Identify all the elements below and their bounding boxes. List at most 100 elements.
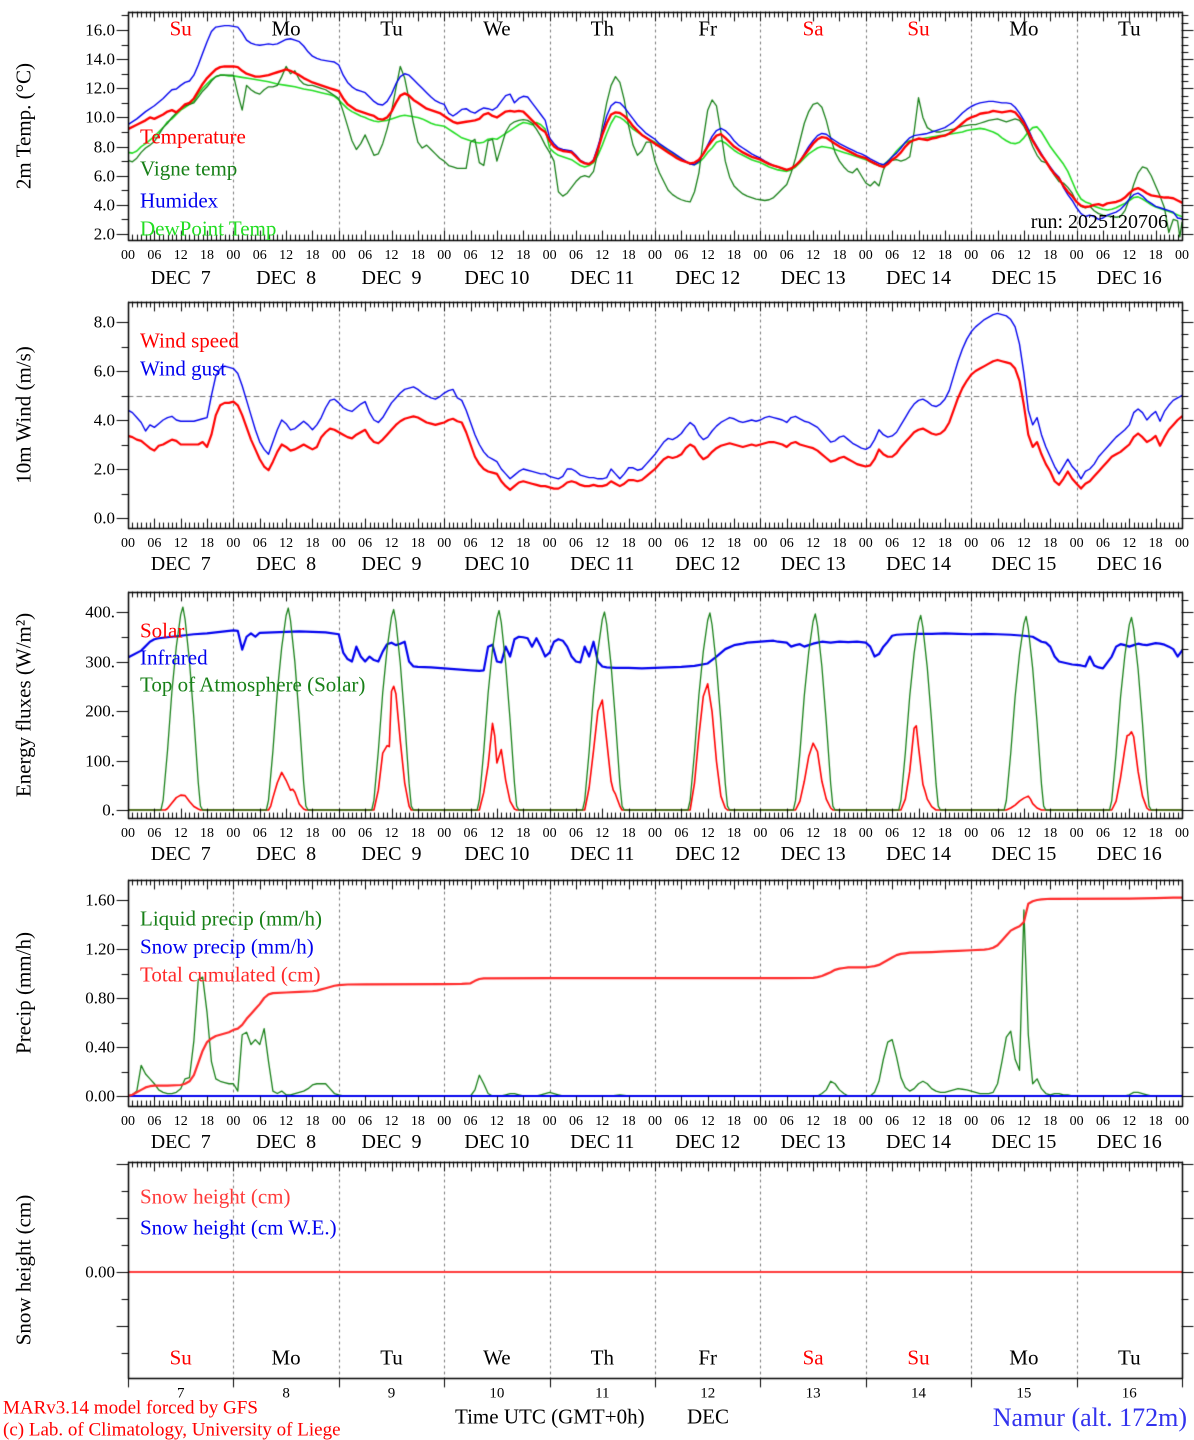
x-hour-label: 00 <box>858 536 873 551</box>
x-hour-label: 00 <box>753 536 768 551</box>
x-day-label: DEC 10 <box>464 1131 530 1153</box>
x-hour-label: 00 <box>331 1114 346 1129</box>
x-hour-label: 18 <box>727 536 742 551</box>
y-tick-label: 300. <box>85 652 115 671</box>
x-day-label: DEC 11 <box>570 267 635 289</box>
x-hour-label: 18 <box>516 536 531 551</box>
x-hour-label: 18 <box>1043 248 1058 263</box>
day-name: Mo <box>271 1345 301 1370</box>
x-hour-label: 06 <box>568 826 583 841</box>
x-day-label: DEC 11 <box>570 843 635 865</box>
x-hour-label: 18 <box>937 1114 952 1129</box>
x-hour-label: 06 <box>358 248 373 263</box>
day-name: Su <box>169 1345 192 1370</box>
x-hour-label: 06 <box>358 1114 373 1129</box>
x-day-label: DEC 12 <box>675 267 741 289</box>
y-tick-label: 0.00 <box>85 1086 115 1106</box>
x-day-label: DEC 13 <box>780 1131 846 1153</box>
x-hour-label: 18 <box>305 826 320 841</box>
credits-lab: (c) Lab. of Climatology, University of L… <box>3 1419 341 1440</box>
x-day-label: DEC 12 <box>675 843 741 865</box>
x-day-label: DEC 7 <box>150 553 211 575</box>
x-hour-label: 06 <box>885 248 900 263</box>
x-hour-label: 18 <box>1043 826 1058 841</box>
x-hour-label: 12 <box>700 536 715 551</box>
day-name: Mo <box>1009 16 1039 41</box>
x-hour-label: 00 <box>542 248 557 263</box>
station-label: Namur (alt. 172m) <box>992 1403 1187 1432</box>
x-hour-label: 18 <box>200 536 215 551</box>
x-hour-label: 12 <box>700 826 715 841</box>
x-hour-label: 12 <box>1122 536 1137 551</box>
y-tick-label: 1.60 <box>85 890 115 910</box>
x-hour-label: 00 <box>226 248 241 263</box>
x-hour-label: 00 <box>226 826 241 841</box>
y-tick-label: 8.0 <box>93 137 115 157</box>
y-tick-label: 2.0 <box>93 459 115 479</box>
x-hour-label: 06 <box>358 536 373 551</box>
day-name: Sa <box>802 1345 824 1370</box>
x-day-label: DEC 12 <box>675 553 741 575</box>
x-hour-label: 12 <box>1016 1114 1031 1129</box>
x-hour-label: 00 <box>121 826 135 841</box>
x-hour-label: 18 <box>410 536 425 551</box>
y-tick-label: 400. <box>85 602 115 622</box>
x-day-label: DEC 8 <box>256 553 317 575</box>
day-number: 16 <box>1121 1385 1137 1402</box>
legend-toa: Top of Atmosphere (Solar) <box>140 672 366 697</box>
x-day-label: DEC 14 <box>886 1131 951 1153</box>
day-name: Su <box>907 1345 930 1370</box>
x-hour-label: 00 <box>542 536 557 551</box>
x-day-label: DEC 15 <box>991 1131 1057 1153</box>
y-tick-label: 0.40 <box>85 1037 115 1057</box>
day-number: 11 <box>595 1385 610 1402</box>
x-hour-label: 18 <box>832 1114 847 1129</box>
x-hour-label: 06 <box>674 1114 689 1129</box>
x-hour-label: 18 <box>621 248 636 263</box>
x-hour-label: 18 <box>516 1114 531 1129</box>
x-day-label: DEC 11 <box>570 1131 635 1153</box>
x-hour-label: 12 <box>384 536 399 551</box>
x-hour-label: 12 <box>911 1114 926 1129</box>
x-hour-label: 12 <box>700 1114 715 1129</box>
x-day-label: DEC 11 <box>570 553 635 575</box>
day-number: 14 <box>911 1385 926 1402</box>
y-tick-label: 12.0 <box>85 78 115 98</box>
x-hour-label: 00 <box>1175 248 1189 263</box>
x-hour-label: 18 <box>305 248 320 263</box>
x-hour-label: 06 <box>885 1114 900 1129</box>
x-hour-label: 12 <box>806 826 821 841</box>
x-hour-label: 18 <box>200 826 215 841</box>
legend-solar: Solar <box>140 618 185 643</box>
x-hour-label: 12 <box>806 1114 821 1129</box>
x-day-label: DEC 9 <box>361 843 422 865</box>
x-hour-label: 18 <box>937 536 952 551</box>
x-hour-label: 06 <box>674 536 689 551</box>
x-hour-label: 06 <box>779 248 794 263</box>
x-hour-label: 12 <box>1122 826 1137 841</box>
x-hour-label: 06 <box>147 826 162 841</box>
y-tick-label: 0. <box>102 800 115 820</box>
y-tick-label: 0.0 <box>93 508 115 528</box>
x-hour-label: 00 <box>648 536 662 551</box>
y-tick-label: 6.0 <box>93 166 115 186</box>
x-hour-label: 06 <box>147 536 162 551</box>
x-hour-label: 12 <box>279 248 294 263</box>
x-hour-label: 18 <box>727 1114 742 1129</box>
x-hour-label: 18 <box>832 536 847 551</box>
x-hour-label: 18 <box>1148 1114 1163 1129</box>
x-hour-label: 06 <box>568 536 583 551</box>
x-hour-label: 12 <box>1016 826 1031 841</box>
day-name: We <box>483 1345 511 1370</box>
y-tick-label: 6.0 <box>93 361 115 381</box>
x-hour-label: 12 <box>489 248 504 263</box>
x-hour-label: 12 <box>1016 536 1031 551</box>
day-name: Sa <box>802 16 824 41</box>
legend-wind-speed: Wind speed <box>140 328 239 353</box>
legend-temperature: Temperature <box>140 124 246 149</box>
x-hour-label: 12 <box>806 248 821 263</box>
x-hour-label: 00 <box>858 1114 873 1129</box>
legend-total-cumulated: Total cumulated (cm) <box>140 962 321 987</box>
run-label: run: 2025120706 <box>1030 211 1168 233</box>
